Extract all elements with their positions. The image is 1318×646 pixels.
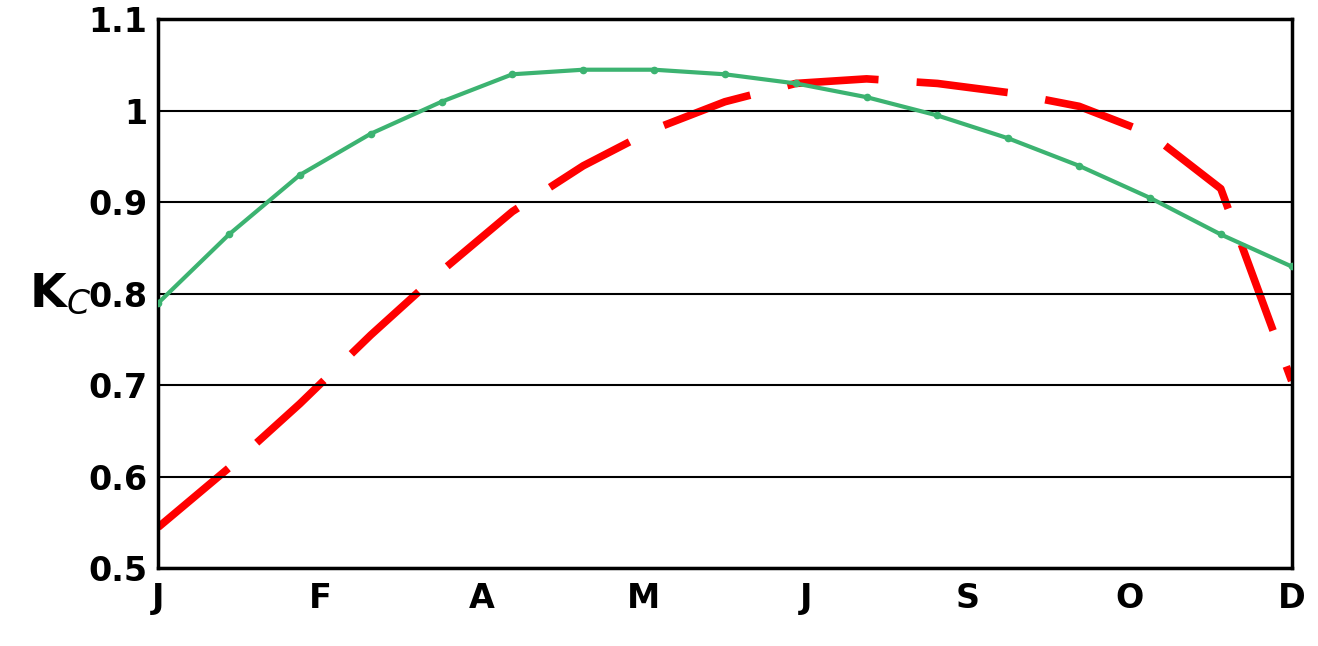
Y-axis label: K$_C$: K$_C$ xyxy=(29,271,91,317)
